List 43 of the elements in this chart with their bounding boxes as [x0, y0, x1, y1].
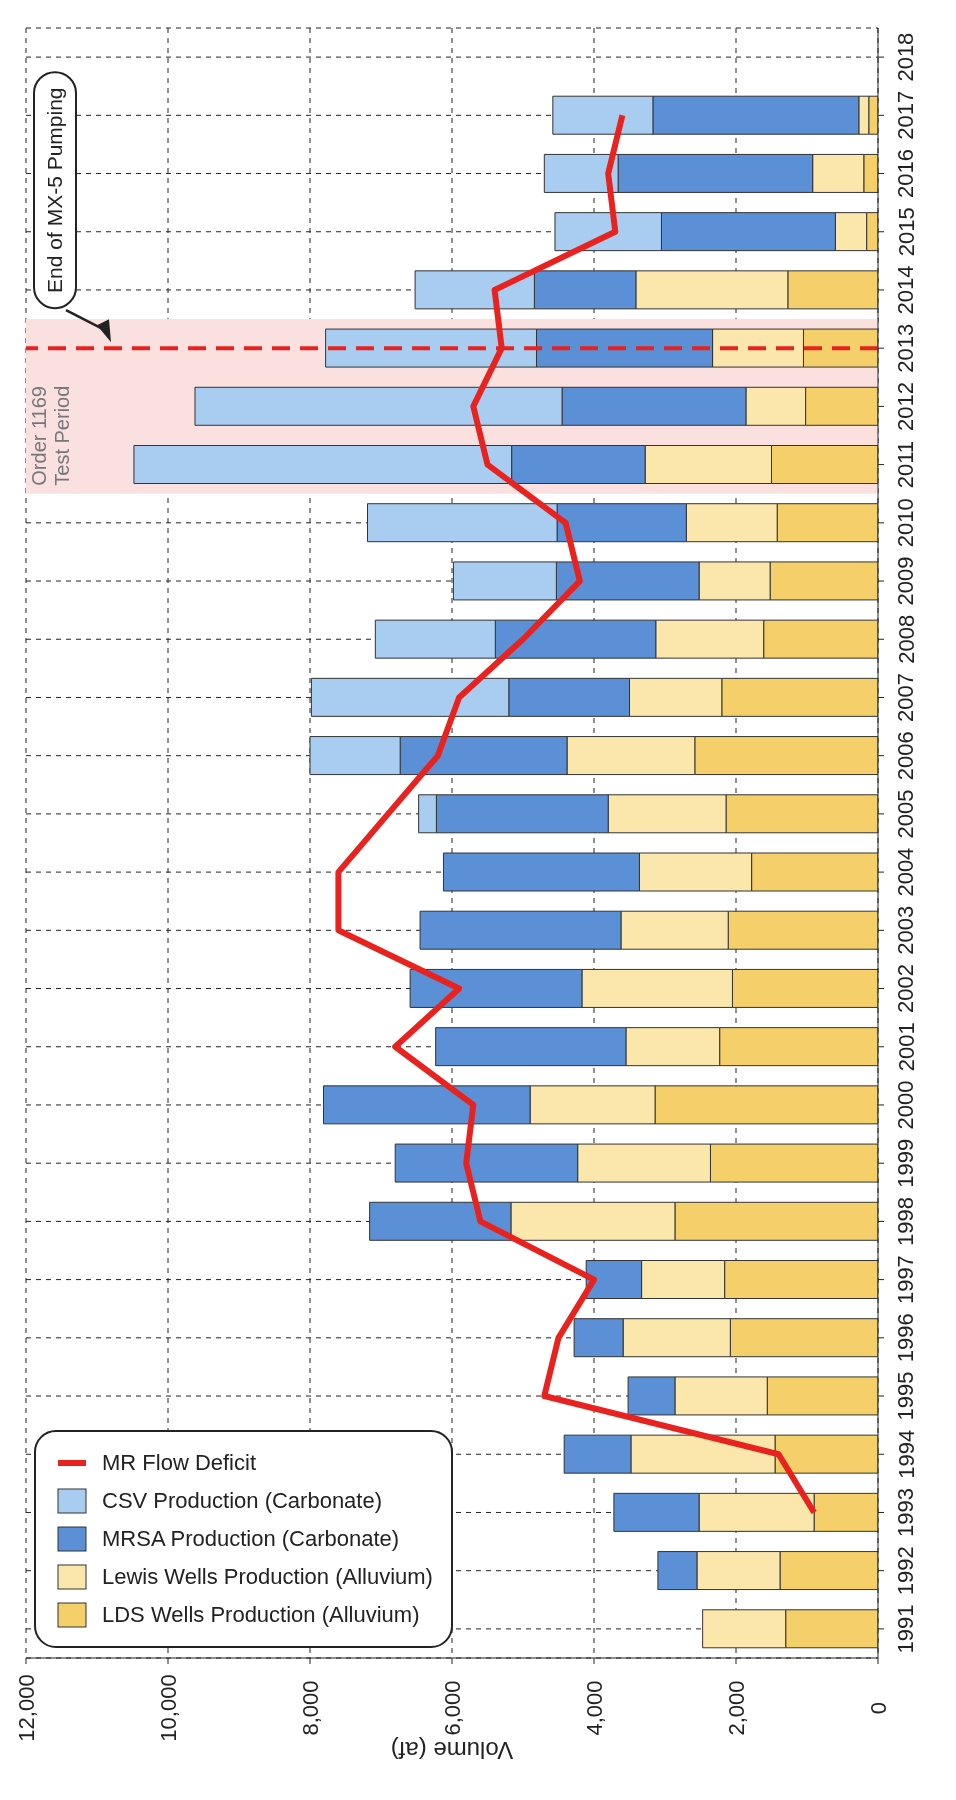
- y-tick-label: 2000: [893, 1080, 919, 1130]
- x-tick-label: 10,000: [155, 1674, 181, 1742]
- y-tick-label: 1994: [893, 1429, 919, 1479]
- y-tick-label: 2001: [893, 1022, 919, 1072]
- y-tick-label: 2013: [893, 323, 919, 373]
- y-tick-label: 2002: [893, 964, 919, 1014]
- y-tick-label: 1999: [893, 1138, 919, 1188]
- y-tick-label: 2015: [893, 207, 919, 257]
- y-tick-label: 1996: [893, 1313, 919, 1363]
- x-tick-label: 12,000: [13, 1674, 39, 1742]
- y-tick-label: 1997: [893, 1255, 919, 1305]
- legend-label: MRSA Production (Carbonate): [102, 1526, 400, 1552]
- y-tick-label: 1995: [893, 1371, 919, 1421]
- band-label: Order 1169 Test Period: [28, 385, 73, 486]
- legend-label: MR Flow Deficit: [102, 1450, 257, 1476]
- y-tick-label: 2010: [893, 498, 919, 548]
- y-tick-label: 2003: [893, 905, 919, 955]
- y-tick-label: 2005: [893, 789, 919, 839]
- y-tick-label: 2009: [893, 556, 919, 606]
- y-tick-label: 1991: [893, 1604, 919, 1654]
- ref-line-label: End of MX-5 Pumping: [43, 87, 67, 293]
- y-tick-label: 2012: [893, 381, 919, 431]
- legend-label: LDS Wells Production (Alluvium): [102, 1602, 420, 1628]
- y-tick-label: 2004: [893, 847, 919, 897]
- y-tick-label: 1998: [893, 1196, 919, 1246]
- y-tick-label: 2006: [893, 731, 919, 781]
- y-tick-label: 1992: [893, 1546, 919, 1596]
- y-tick-label: 2017: [893, 90, 919, 140]
- y-tick-label: 2007: [893, 672, 919, 722]
- y-tick-label: 1993: [893, 1487, 919, 1537]
- x-tick-label: 2,000: [723, 1680, 749, 1736]
- x-tick-label: 0: [865, 1701, 891, 1715]
- y-tick-label: 2018: [893, 32, 919, 82]
- x-tick-label: 6,000: [439, 1680, 465, 1736]
- y-tick-label: 2008: [893, 614, 919, 664]
- x-tick-label: 8,000: [297, 1680, 323, 1736]
- y-tick-label: 2011: [893, 440, 919, 489]
- x-axis-title: Volume (af): [390, 1736, 514, 1764]
- x-tick-label: 4,000: [581, 1680, 607, 1736]
- legend-label: Lewis Wells Production (Alluvium): [102, 1564, 433, 1590]
- legend-label: CSV Production (Carbonate): [102, 1488, 383, 1514]
- y-tick-label: 2016: [893, 149, 919, 199]
- y-tick-label: 2014: [893, 265, 919, 315]
